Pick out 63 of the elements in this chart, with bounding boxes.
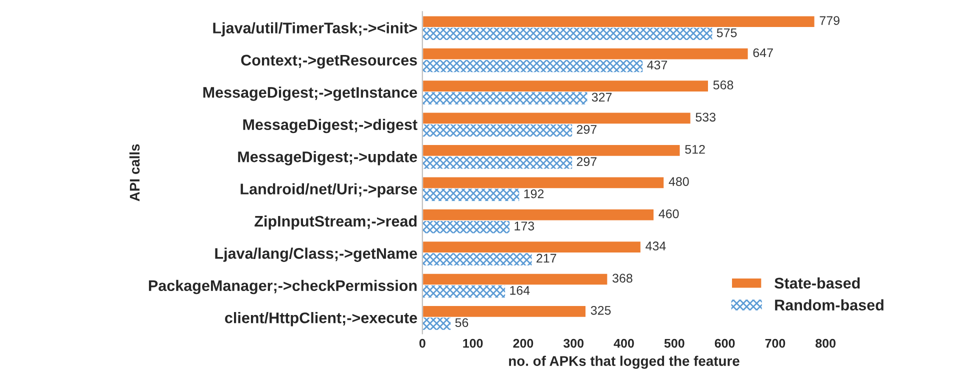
y-tick-label: MessageDigest;->digest: [243, 118, 418, 134]
data-label: 173: [514, 222, 534, 230]
legend-label: State-based: [774, 277, 860, 289]
y-tick-label: Ljava/util/TimerTask;-><init>: [213, 22, 417, 36]
bar: [422, 176, 666, 190]
bar: [422, 253, 532, 266]
bar: [422, 79, 710, 93]
data-label: 480: [668, 177, 689, 186]
data-label: 437: [647, 60, 668, 70]
data-label: 297: [576, 157, 596, 166]
bar: [422, 156, 572, 169]
y-tick-label: Context;->getResources: [241, 54, 417, 69]
x-tick-label: 0: [419, 338, 426, 348]
bar: [422, 47, 750, 61]
data-label: 368: [612, 274, 632, 283]
data-label: 460: [658, 209, 679, 218]
data-label: 164: [510, 286, 530, 295]
bar: [422, 28, 712, 40]
data-label: 568: [713, 80, 734, 90]
bar: [422, 92, 588, 104]
bar: [422, 220, 510, 234]
bar: [422, 144, 682, 158]
data-label: 217: [536, 254, 556, 263]
bar: [422, 272, 609, 286]
y-tick-label: MessageDigest;->getInstance: [203, 86, 418, 101]
bar: [422, 14, 816, 28]
y-tick-label: PackageManager;->checkPermission: [148, 280, 417, 294]
y-tick-label: Ljava/lang/Class;->getName: [215, 248, 418, 262]
data-label: 533: [696, 112, 716, 122]
x-axis-title: no. of APKs that logged the feature: [509, 356, 740, 369]
x-tick-label: 800: [816, 338, 836, 348]
bar: [422, 240, 642, 254]
bar: [422, 111, 692, 126]
bar: [422, 188, 520, 201]
data-label: 779: [820, 16, 840, 25]
data-label: 327: [592, 92, 612, 102]
bar: [422, 304, 587, 318]
x-tick-label: 600: [714, 338, 735, 348]
data-label: 297: [576, 124, 596, 134]
bar: [422, 208, 655, 222]
y-tick-label: MessageDigest;->update: [238, 151, 418, 166]
x-tick-label: 700: [765, 338, 786, 348]
data-label: 192: [524, 189, 544, 198]
x-tick-label: 200: [513, 338, 534, 348]
x-tick-label: 300: [563, 338, 584, 348]
data-label: 647: [753, 48, 773, 58]
x-tick-label: 100: [463, 338, 483, 348]
x-tick-label: 500: [664, 338, 684, 348]
data-label: 575: [716, 28, 737, 38]
y-tick-label: client/HttpClient;->execute: [225, 312, 418, 326]
bar: [422, 124, 572, 137]
x-tick-label: 400: [614, 338, 634, 348]
data-label: 325: [590, 306, 611, 315]
bar: [422, 60, 643, 72]
y-tick-label: Landroid/net/Uri;->parse: [240, 183, 418, 198]
data-label: 434: [646, 242, 666, 250]
data-label: 512: [685, 144, 705, 154]
legend-label: Random-based: [775, 299, 884, 310]
y-axis-title: API calls: [129, 144, 140, 202]
bar: [422, 318, 451, 330]
y-tick-label: ZipInputStream;->read: [254, 215, 417, 230]
data-label: 56: [455, 318, 468, 328]
bar: [422, 285, 506, 298]
